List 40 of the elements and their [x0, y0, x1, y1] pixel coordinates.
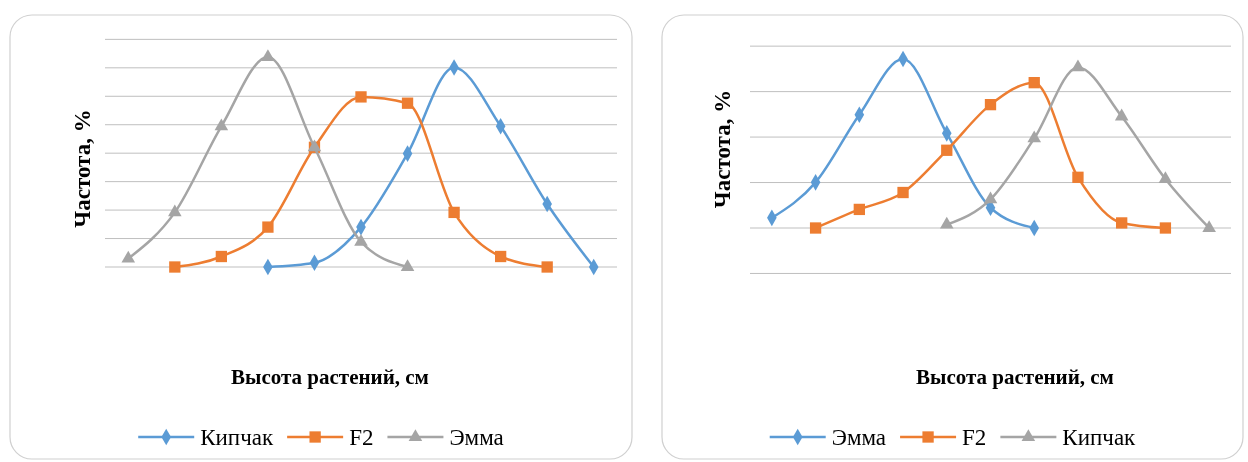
point — [494, 250, 507, 263]
point — [1027, 130, 1042, 143]
point — [261, 49, 275, 61]
point — [1114, 108, 1129, 121]
legend-label: Эмма — [449, 425, 504, 450]
point — [541, 261, 553, 273]
x-axis-title: Высота растений, см — [916, 365, 1114, 389]
point — [1202, 220, 1216, 232]
legend-label: Кипчак — [200, 425, 274, 450]
point — [121, 250, 136, 263]
legend-label: Кипчак — [1062, 425, 1137, 450]
point — [1116, 217, 1128, 229]
legend-label: Эмма — [831, 425, 887, 450]
point — [941, 144, 953, 156]
point — [400, 259, 415, 271]
point — [809, 222, 822, 234]
point — [354, 233, 368, 246]
point — [168, 204, 182, 217]
point — [939, 216, 954, 229]
point — [1071, 59, 1085, 72]
x-axis-title: Высота растений, см — [231, 365, 429, 389]
legend-label: F2 — [962, 425, 987, 450]
point — [1072, 171, 1084, 183]
point — [215, 250, 228, 263]
point — [262, 221, 274, 233]
point — [1028, 77, 1040, 89]
point — [448, 206, 460, 219]
y-axis-title: Частота, % — [70, 109, 95, 228]
point — [853, 203, 865, 216]
point — [983, 191, 998, 204]
point — [1158, 171, 1173, 183]
point — [401, 97, 414, 109]
point — [169, 261, 181, 273]
point — [214, 118, 229, 131]
point — [897, 186, 909, 199]
point — [355, 91, 367, 103]
point — [1159, 222, 1172, 234]
legend-label: F2 — [349, 425, 374, 450]
point — [984, 98, 997, 111]
y-axis-title: Частота, % — [710, 89, 735, 209]
